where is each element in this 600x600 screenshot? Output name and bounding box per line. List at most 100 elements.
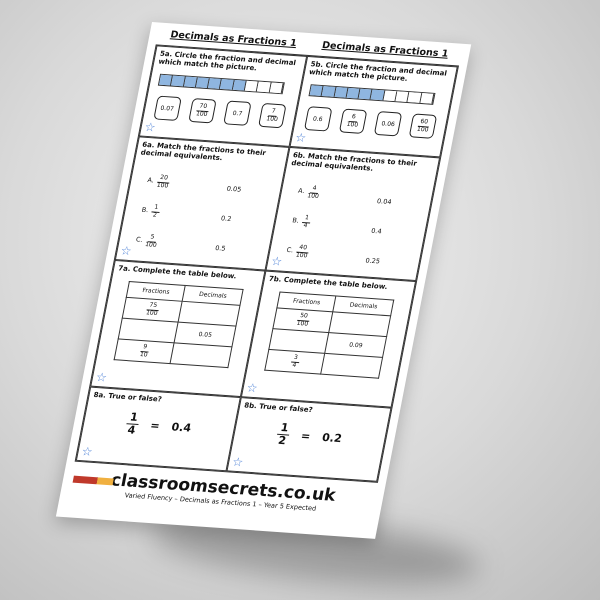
denominator: 100: [265, 114, 279, 123]
denominator: 2: [277, 434, 288, 448]
answer-option[interactable]: 70 100: [188, 98, 217, 124]
option-text: 0.6: [312, 115, 324, 123]
denominator: 100: [295, 251, 309, 259]
denominator: 4: [302, 221, 309, 229]
bar-segment: [269, 82, 284, 94]
match-decimal: 0.25: [364, 256, 381, 266]
question-q8-a: 8a. True or false? 1 4 = 0.4 ☆: [75, 386, 241, 472]
answer-options: 0.07 70 100 0.7 7 100: [147, 95, 292, 129]
question-label: 5a. Circle the fraction and decimal whic…: [157, 49, 297, 73]
fraction: 60 100: [416, 118, 431, 134]
match-letter: A.: [146, 176, 155, 185]
answer-option[interactable]: 0.6: [303, 106, 333, 132]
star-icon: ☆: [94, 370, 109, 385]
match-letter: C.: [135, 235, 144, 244]
star-icon: ☆: [231, 454, 245, 470]
fraction: 40 100: [295, 244, 310, 260]
star-icon: ☆: [245, 380, 259, 396]
match-decimal: 0.05: [226, 184, 242, 194]
denominator: 100: [416, 125, 430, 134]
question-q7-b: 7b. Complete the table below. Fractions De…: [240, 270, 417, 408]
true-false-statement: 1 2 = 0.2: [237, 419, 382, 454]
fraction: 9 10: [139, 344, 150, 360]
match-decimal: 0.4: [370, 226, 383, 236]
denominator: 10: [139, 351, 149, 359]
match-letter: C.: [285, 246, 295, 255]
option-text: 0.06: [380, 119, 396, 128]
match-fraction: 20 100: [156, 173, 229, 194]
question-label: 5b. Circle the fraction and decimal whic…: [308, 60, 448, 83]
match-fraction: 40 100: [295, 243, 368, 264]
denominator: 100: [346, 120, 359, 129]
fraction: 75 100: [145, 302, 160, 318]
star-icon: ☆: [119, 243, 133, 259]
equals-sign: =: [149, 419, 161, 433]
match-list: A. 4 100 0.04 B. 1 4 0.4 C. 40 100 0.25: [272, 175, 430, 274]
answer-option[interactable]: 0.7: [223, 100, 252, 126]
answer-options: 0.6 6 100 0.06 60 100: [298, 106, 443, 140]
star-icon: ☆: [143, 119, 157, 135]
bar-segment: [420, 93, 435, 104]
question-q8-b: 8b. True or false? 1 2 = 0.2 ☆: [226, 397, 392, 482]
decimal-cell[interactable]: [321, 353, 383, 379]
denominator: 4: [126, 423, 137, 437]
statement-decimal: 0.4: [170, 420, 193, 435]
match-decimal: 0.04: [376, 197, 393, 207]
match-fraction: 4 100: [307, 183, 380, 204]
denominator: 100: [295, 319, 309, 328]
question-q6-b: 6b. Match the fractions to their decimal…: [265, 146, 441, 282]
question-q7-a: 7a. Complete the table below. Fractions De…: [90, 259, 266, 398]
fraction: 5 100: [144, 233, 158, 249]
match-list: A. 20 100 0.05 B. 1 2 0.2 C. 5 100 0.5: [121, 164, 279, 263]
denominator: 100: [195, 109, 209, 118]
tenths-bar: [157, 73, 285, 95]
denominator: 100: [145, 309, 159, 318]
question-label: 6a. Match the fractions to their decimal…: [140, 140, 267, 163]
question-q5-a: 5a. Circle the fraction and decimal whic…: [138, 45, 308, 147]
match-letter: A.: [297, 186, 306, 196]
match-letter: B.: [141, 205, 150, 215]
denominator: 4: [291, 361, 297, 369]
star-icon: ☆: [294, 130, 308, 145]
fraction: 70 100: [195, 103, 210, 118]
answer-option[interactable]: 0.07: [152, 95, 182, 122]
star-icon: ☆: [80, 444, 94, 459]
fraction-decimal-table: Fractions Decimals 75 100 0.05 9 10: [114, 281, 244, 368]
answer-option[interactable]: 60 100: [409, 113, 438, 139]
answer-option[interactable]: 0.06: [373, 111, 403, 137]
question-grid: 5a. Circle the fraction and decimal whic…: [74, 44, 460, 483]
true-false-statement: 1 4 = 0.4: [86, 409, 231, 444]
fraction: 4 100: [307, 185, 321, 200]
fraction-cell[interactable]: 9 10: [114, 338, 175, 364]
match-letter: B.: [291, 216, 300, 225]
denominator: 100: [144, 240, 158, 249]
star-icon: ☆: [270, 253, 284, 269]
denominator: 100: [156, 181, 169, 190]
option-text: 0.7: [232, 109, 243, 118]
fraction: 50 100: [295, 313, 311, 328]
worksheet-page: Decimals as Fractions 1 Decimals as Frac…: [55, 22, 472, 539]
answer-option[interactable]: 7 100: [258, 103, 287, 129]
statement-decimal: 0.2: [320, 431, 343, 446]
answer-option[interactable]: 6 100: [338, 108, 368, 135]
denominator: 2: [152, 211, 158, 219]
match-decimal: 0.2: [220, 214, 233, 224]
option-text: 0.07: [159, 104, 175, 113]
fraction: 20 100: [156, 174, 171, 190]
question-q6-a: 6a. Match the fractions to their decimal…: [114, 136, 290, 271]
decimal-cell[interactable]: [170, 342, 232, 368]
question-label: 6b. Match the fractions to their decimal…: [290, 151, 418, 173]
fraction: 7 100: [266, 108, 280, 123]
equals-sign: =: [299, 429, 312, 444]
match-fraction: 5 100: [144, 232, 217, 253]
question-q5-b: 5b. Circle the fraction and decimal whic…: [289, 55, 458, 158]
denominator: 100: [306, 191, 320, 200]
